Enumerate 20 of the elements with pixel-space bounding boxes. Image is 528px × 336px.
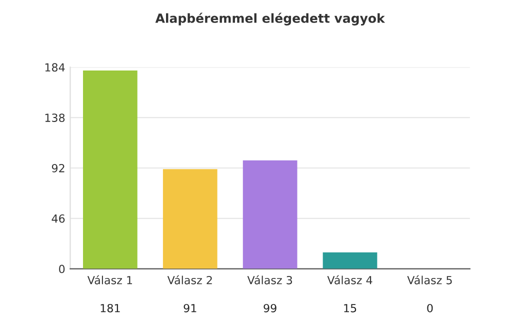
x-tick-label: Válasz 3 [247,275,292,284]
data-label: 181 [100,304,120,312]
x-tick-label: Válasz 1 [87,275,132,284]
y-tick-label: 46 [52,214,65,223]
data-label: 0 [427,304,433,312]
chart-title: Alapbéremmel elégedett vagyok [155,12,386,26]
x-tick-label: Válasz 2 [167,275,212,284]
data-label: 99 [264,304,276,312]
y-tick-label: 92 [52,164,64,172]
y-tick-label: 138 [45,114,65,122]
y-tick-label: 184 [45,63,65,72]
x-tick-label: Válasz 4 [327,275,372,284]
x-tick-label: Válasz 5 [407,275,452,284]
data-label: 15 [344,304,356,312]
bar [162,169,218,269]
bar [322,252,378,269]
bar [242,160,298,269]
bar [83,70,138,269]
y-tick-label: 0 [59,264,65,274]
data-label: 91 [184,304,196,312]
